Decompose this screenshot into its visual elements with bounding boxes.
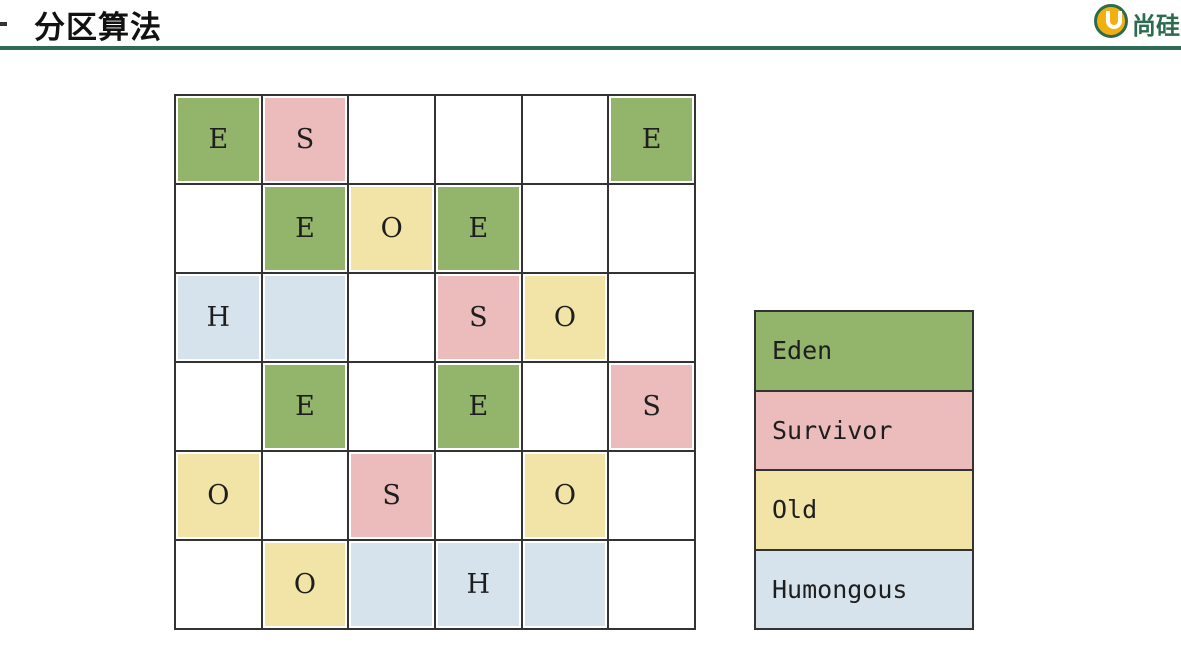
region-cell-label: S <box>469 302 488 333</box>
region-cell <box>435 452 523 541</box>
region-cell-label: O <box>553 302 577 333</box>
region-cell <box>349 96 436 185</box>
region-cell: E <box>435 363 523 452</box>
region-cell <box>176 541 263 630</box>
region-legend: Eden Survivor Old Humongous <box>754 310 974 630</box>
region-cell <box>609 185 696 274</box>
region-cell <box>435 96 523 185</box>
region-cell-label: S <box>295 124 315 155</box>
slide-header: 分区算法 尚硅 <box>0 0 1181 50</box>
region-cell-label: O <box>293 569 317 600</box>
legend-item-survivor: Survivor <box>756 391 972 471</box>
region-cell-label: H <box>466 569 491 600</box>
region-cell: O <box>262 541 350 630</box>
region-cell: E <box>435 185 523 274</box>
legend-item-eden: Eden <box>756 312 972 392</box>
region-cell: O <box>522 452 610 541</box>
region-cell: E <box>176 96 263 185</box>
region-cell <box>176 185 263 274</box>
region-cell: O <box>176 452 263 541</box>
region-cell <box>522 363 610 452</box>
region-cell-label: H <box>206 302 231 333</box>
region-cell-label: E <box>641 124 662 155</box>
region-cell-label: S <box>382 480 401 511</box>
region-cell-label: E <box>468 391 489 422</box>
region-cell: S <box>435 274 523 363</box>
header-divider <box>0 46 1181 50</box>
region-cell: S <box>349 452 436 541</box>
page-title: 分区算法 <box>34 10 162 46</box>
region-cell <box>609 274 696 363</box>
region-cell: E <box>262 363 350 452</box>
region-cell <box>176 363 263 452</box>
region-cell-label: O <box>553 480 577 511</box>
region-cell <box>262 452 350 541</box>
region-cell <box>522 96 610 185</box>
region-cell-label: E <box>468 213 489 244</box>
region-cell <box>522 185 610 274</box>
region-cell-label: E <box>208 124 229 155</box>
region-cell-label: O <box>207 480 230 511</box>
region-cell-label: S <box>642 391 661 422</box>
region-grid: E S E E O E H S O E E S O S O O H <box>174 94 696 630</box>
region-cell: E <box>262 185 350 274</box>
region-cell <box>609 452 696 541</box>
header-mark <box>0 22 7 26</box>
region-cell <box>349 363 436 452</box>
logo-u-icon <box>1094 4 1128 38</box>
legend-item-humongous: Humongous <box>756 550 972 628</box>
region-cell <box>262 274 350 363</box>
region-cell <box>349 541 436 630</box>
region-cell: S <box>262 96 350 185</box>
legend-item-old: Old <box>756 471 972 551</box>
region-cell-label: E <box>295 213 315 244</box>
region-cell: E <box>609 96 696 185</box>
region-cell: H <box>435 541 523 630</box>
region-cell: S <box>609 363 696 452</box>
region-cell: O <box>349 185 436 274</box>
region-cell: H <box>176 274 263 363</box>
region-cell-label: E <box>295 391 315 422</box>
region-cell <box>349 274 436 363</box>
logo-text: 尚硅 <box>1132 12 1180 40</box>
region-cell-label: O <box>380 213 403 244</box>
region-cell: O <box>522 274 610 363</box>
region-cell <box>609 541 696 630</box>
region-cell <box>522 541 610 630</box>
